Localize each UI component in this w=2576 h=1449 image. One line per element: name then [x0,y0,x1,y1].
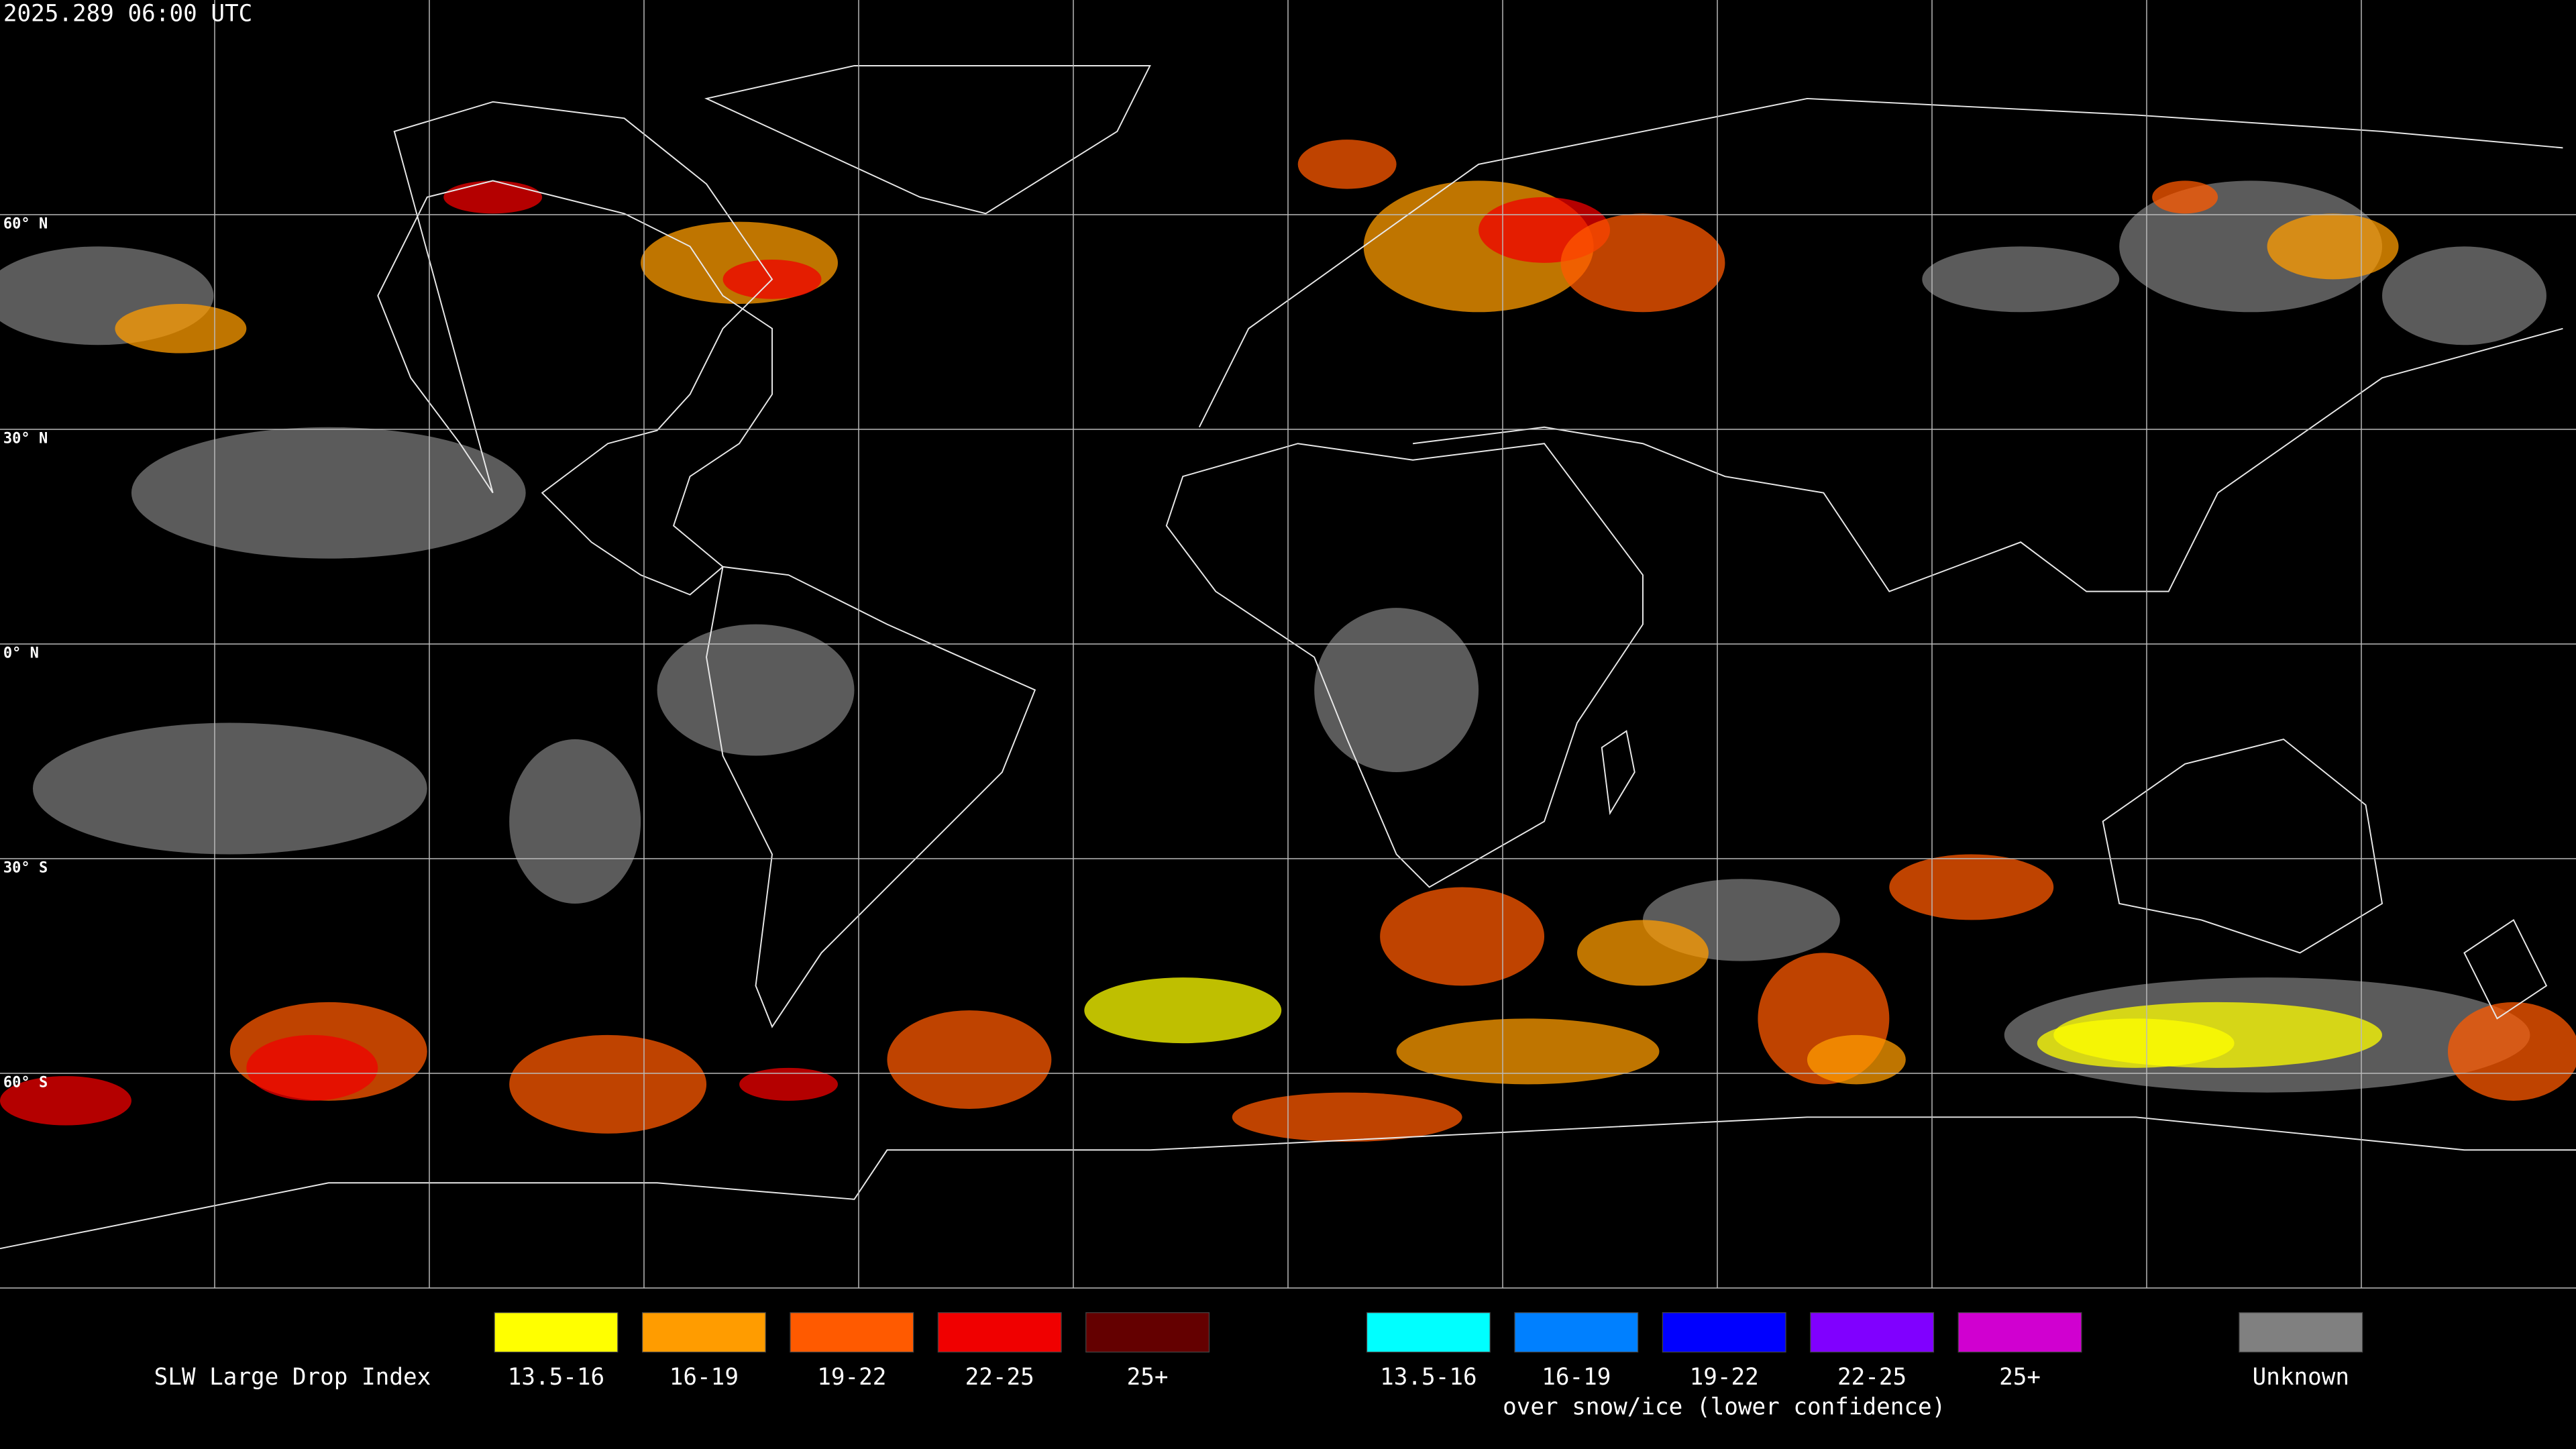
legend: 13.5-16 16-19 19-22 22-25 25+ 13.5-16 16-19 19-… [494,1312,2363,1420]
cloud-patch [115,304,247,354]
legend-caption: over snow/ice (lower confidence) [1503,1393,1945,1420]
legend-swatch [1514,1312,1639,1353]
legend-swatch [1662,1312,1786,1353]
legend-swatch [790,1312,914,1353]
latitude-label: 60° S [3,1075,48,1091]
latitude-label: 0° N [3,645,39,662]
legend-label: 22-25 [965,1364,1034,1391]
cloud-patch [1889,854,2054,920]
latitude-label: 60° N [3,216,48,233]
legend-label: 19-22 [817,1364,886,1391]
legend-swatch [494,1312,619,1353]
cloud-patch [246,1034,378,1101]
cloud-patch [1297,140,1397,189]
latitude-labels: 60° N 30° N 0° N 30° S 60° S [3,216,48,1091]
legend-swatch [1810,1312,1935,1353]
north-america [377,101,773,596]
cloud-patch [1560,213,1725,313]
legend-label: 25+ [1999,1364,2041,1391]
latitude-label: 30° N [3,431,48,447]
legend-swatch [1957,1312,2082,1353]
cloud-field [0,140,2576,1142]
legend-label: 16-19 [669,1364,739,1391]
cloud-patch [131,427,526,559]
legend-label: 19-22 [1690,1364,1759,1391]
cloud-patch [1922,246,2120,313]
cloud-patch [509,739,641,904]
cloud-patch [1577,920,1709,986]
cloud-patch [2267,213,2399,280]
legend-label: 22-25 [1837,1364,1907,1391]
cloud-patch [887,1010,1052,1110]
legend-label: 13.5-16 [1380,1364,1477,1391]
cloud-patch [1396,1018,1660,1085]
cloud-patch [443,180,543,214]
eurasia [1198,97,2563,592]
islands [1601,730,2548,1020]
legend-swatch [641,1312,766,1353]
cloud-patch [2448,1002,2576,1101]
legend-title: SLW Large Drop Index [154,1364,431,1391]
antarctica [0,1116,2576,1250]
cloud-patch [2382,246,2546,345]
cloud-patch [739,1067,838,1101]
legend-swatch [937,1312,1062,1353]
cloud-patch [1232,1092,1462,1142]
cloud-patch [2037,1018,2235,1068]
legend-label: 16-19 [1542,1364,1611,1391]
cloud-patch [1314,608,1479,773]
legend-label: Unknown [2253,1364,2349,1391]
graticule [0,0,2576,1289]
latitude-label: 30° S [3,860,48,877]
greenland [704,64,1151,215]
cloud-patch [32,722,427,855]
legend-label: 25+ [1127,1364,1169,1391]
cloud-patch [509,1034,707,1134]
legend-swatch [2239,1312,2363,1353]
south-america [706,566,1036,1028]
legend-swatch [1366,1312,1491,1353]
legend-label: 13.5-16 [508,1364,604,1391]
legend-swatch [1085,1312,1210,1353]
cloud-patch [1084,977,1282,1044]
cloud-patch [1807,1034,1906,1085]
cloud-patch [2152,180,2218,214]
timestamp: 2025.289 06:00 UTC [3,1,252,28]
cloud-patch [0,1076,131,1126]
cloud-patch [1380,887,1545,986]
africa [1165,443,1644,888]
